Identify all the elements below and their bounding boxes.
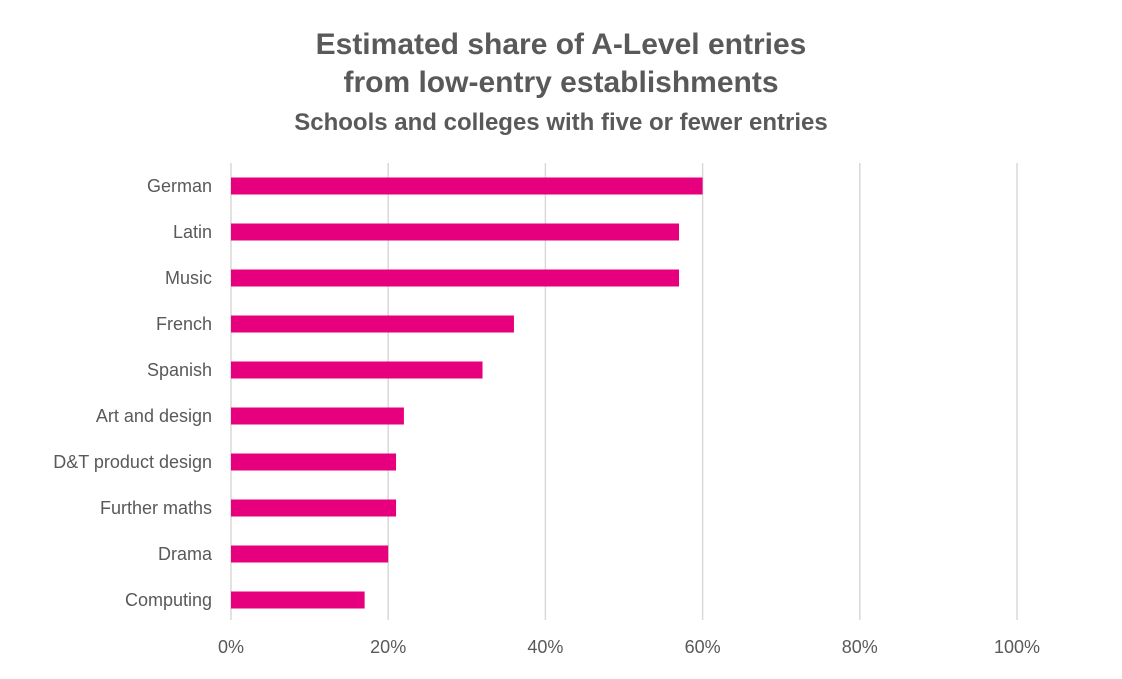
bar-spanish bbox=[231, 361, 483, 379]
chart-title-line-2: from low-entry establishments bbox=[343, 66, 779, 99]
category-labels: German Latin Music French Spanish Art and des… bbox=[53, 176, 213, 610]
x-tick-label-0: 0% bbox=[218, 637, 244, 657]
title-block: Estimated share of A-Level entries from … bbox=[0, 26, 1122, 140]
bar-art-and-design bbox=[231, 407, 404, 425]
bars bbox=[231, 177, 703, 609]
x-tick-label-40: 40% bbox=[527, 637, 563, 657]
x-tick-label-100: 100% bbox=[994, 637, 1040, 657]
bar-computing bbox=[231, 591, 365, 609]
x-axis-tick-labels: 0% 20% 40% 60% 80% 100% bbox=[218, 637, 1040, 657]
category-label-german: German bbox=[147, 176, 212, 196]
bar-music bbox=[231, 269, 680, 287]
category-label-further-maths: Further maths bbox=[100, 498, 212, 518]
x-tick-label-60: 60% bbox=[685, 637, 721, 657]
category-label-d-t-product-design: D&T product design bbox=[53, 452, 212, 472]
bar-french bbox=[231, 315, 514, 333]
x-tick-label-80: 80% bbox=[842, 637, 878, 657]
category-label-music: Music bbox=[165, 268, 212, 288]
bar-latin bbox=[231, 223, 680, 241]
category-label-spanish: Spanish bbox=[147, 360, 212, 380]
chart-title: Estimated share of A-Level entries bbox=[315, 28, 807, 61]
bar-drama bbox=[231, 545, 389, 563]
category-label-art-and-design: Art and design bbox=[96, 406, 212, 426]
category-label-drama: Drama bbox=[158, 544, 213, 564]
category-label-computing: Computing bbox=[125, 590, 212, 610]
category-label-french: French bbox=[156, 314, 212, 334]
chart-subtitle: Schools and colleges with five or fewer … bbox=[294, 109, 828, 136]
bar-d-t-product-design bbox=[231, 453, 397, 471]
x-tick-label-20: 20% bbox=[370, 637, 406, 657]
bar-german bbox=[231, 177, 703, 195]
bar-further-maths bbox=[231, 499, 397, 517]
category-label-latin: Latin bbox=[173, 222, 212, 242]
